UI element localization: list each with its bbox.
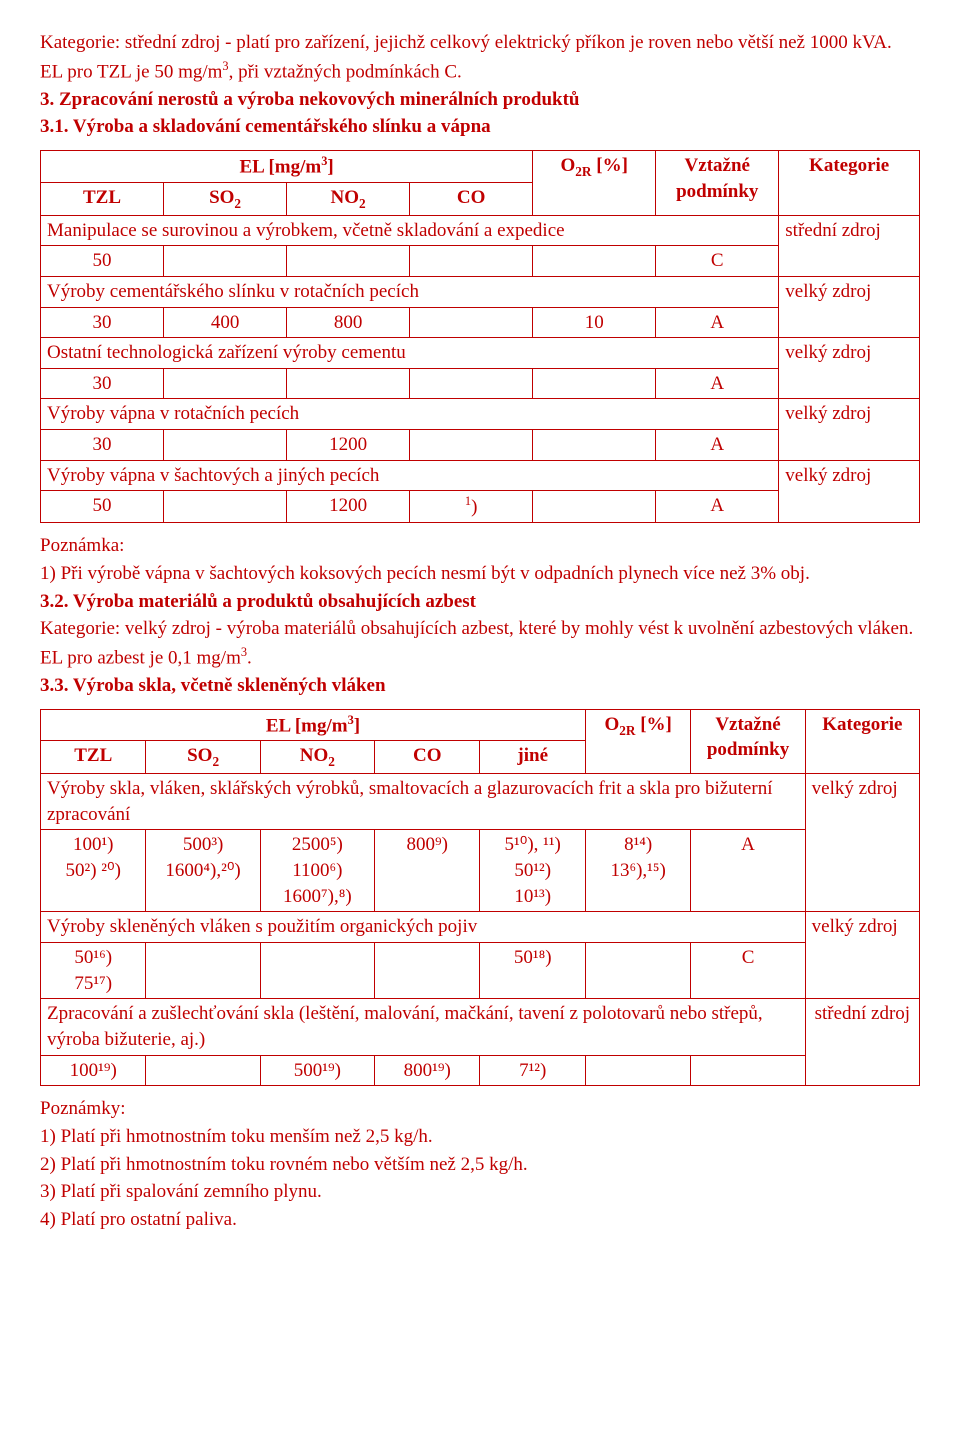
r2-cond: A [656, 307, 779, 338]
hdr-vzt: Vztažné podmínky [656, 150, 779, 215]
table-2: EL [mg/m3] O2R [%] Vztažné podmínky Kate… [40, 709, 920, 1087]
table-row: 100¹) 50²) ²⁰) 500³) 1600⁴),²⁰) 2500⁵) 1… [41, 830, 920, 912]
t2-r3-kat: střední zdroj [805, 999, 919, 1086]
t2-r1-no2: 2500⁵) 1100⁶) 1600⁷),⁸) [260, 830, 374, 912]
pozn2-label: Poznámky: [40, 1096, 920, 1122]
r3-label: Ostatní technologická zařízení výroby ce… [41, 338, 779, 369]
note-1: 1) Při výrobě vápna v šachtových koksový… [40, 561, 920, 587]
r2-kat: velký zdroj [779, 276, 920, 337]
hdr-tzl: TZL [41, 182, 164, 215]
table-row: Výroby cementářského slínku v rotačních … [41, 276, 920, 307]
t2-r2-tzl: 50¹⁶) 75¹⁷) [41, 943, 146, 999]
t2-r1-label: Výroby skla, vláken, sklářských výrobků,… [41, 774, 806, 830]
table-row: Výroby skla, vláken, sklářských výrobků,… [41, 774, 920, 830]
t2-r3-jine: 7¹²) [480, 1055, 585, 1086]
r1-v1: 50 [41, 246, 164, 277]
pozn-label: Poznámka: [40, 533, 920, 559]
r3-kat: velký zdroj [779, 338, 920, 399]
mid-p2: EL pro azbest je 0,1 mg/m3. [40, 644, 920, 671]
r4-label: Výroby vápna v rotačních pecích [41, 399, 779, 430]
r4-v1: 30 [41, 430, 164, 461]
t2-r2-jine: 50¹⁸) [480, 943, 585, 999]
r3-cond: A [656, 368, 779, 399]
hdr-el: EL [mg/m3] [41, 150, 533, 182]
intro-p2-b: , při vztažných podmínkách C. [229, 61, 462, 82]
table-row: Ostatní technologická zařízení výroby ce… [41, 338, 920, 369]
table-row: 100¹⁹) 500¹⁹) 800¹⁹) 7¹²) [41, 1055, 920, 1086]
r5-co: 1) [410, 491, 533, 523]
r1-kat: střední zdroj [779, 215, 920, 276]
hdr-no2: NO2 [287, 182, 410, 215]
hdr-o2r: O2R [%] [533, 150, 656, 215]
hdr-so2: SO2 [164, 182, 287, 215]
intro-p2: EL pro TZL je 50 mg/m3, při vztažných po… [40, 58, 920, 85]
t2-r3-tzl: 100¹⁹) [41, 1055, 146, 1086]
table-1: EL [mg/m3] O2R [%] Vztažné podmínky Kate… [40, 150, 920, 523]
table-row: EL [mg/m3] O2R [%] Vztažné podmínky Kate… [41, 709, 920, 741]
t2-r1-jine: 5¹⁰), ¹¹) 50¹²) 10¹³) [480, 830, 585, 912]
t2-hdr-jine: jiné [480, 741, 585, 774]
heading-3-1: 3.1. Výroba a skladování cementářského s… [40, 114, 920, 140]
table-row: Manipulace se surovinou a výrobkem, včet… [41, 215, 920, 246]
r2-v1: 30 [41, 307, 164, 338]
heading-3: 3. Zpracování nerostů a výroba nekovovýc… [40, 87, 920, 113]
table-row: Výroby vápna v rotačních pecích velký zd… [41, 399, 920, 430]
t2-hdr-no2: NO2 [260, 741, 374, 774]
r4-kat: velký zdroj [779, 399, 920, 460]
hdr-kat: Kategorie [779, 150, 920, 215]
r2-label: Výroby cementářského slínku v rotačních … [41, 276, 779, 307]
r5-cond: A [656, 491, 779, 523]
foot-n4: 4) Platí pro ostatní paliva. [40, 1207, 920, 1233]
t2-r3-label: Zpracování a zušlechťování skla (leštění… [41, 999, 806, 1055]
foot-n2: 2) Platí při hmotnostním toku rovném neb… [40, 1152, 920, 1178]
table-row: EL [mg/m3] O2R [%] Vztažné podmínky Kate… [41, 150, 920, 182]
r2-v3: 800 [287, 307, 410, 338]
t2-r3-no2: 500¹⁹) [260, 1055, 374, 1086]
t2-hdr-el: EL [mg/m3] [41, 709, 586, 741]
r2-v2: 400 [164, 307, 287, 338]
r1-cond: C [656, 246, 779, 277]
mid-p1: Kategorie: velký zdroj - výroba materiál… [40, 616, 920, 642]
table-row: 50¹⁶) 75¹⁷) 50¹⁸) C [41, 943, 920, 999]
r5-v1: 50 [41, 491, 164, 523]
r5-kat: velký zdroj [779, 460, 920, 523]
intro-p1: Kategorie: střední zdroj - platí pro zař… [40, 30, 920, 56]
r5-v3: 1200 [287, 491, 410, 523]
t2-r1-o2r: 8¹⁴) 13⁶),¹⁵) [585, 830, 690, 912]
t2-r2-label: Výroby skleněných vláken s použitím orga… [41, 912, 806, 943]
table-row: Výroby vápna v šachtových a jiných pecíc… [41, 460, 920, 491]
t2-hdr-so2: SO2 [146, 741, 260, 774]
t2-r1-co: 800⁹) [375, 830, 480, 912]
heading-3-2: 3.2. Výroba materiálů a produktů obsahuj… [40, 589, 920, 615]
t2-hdr-kat: Kategorie [805, 709, 919, 774]
foot-n3: 3) Platí při spalování zemního plynu. [40, 1179, 920, 1205]
t2-r2-cond: C [691, 943, 805, 999]
r4-cond: A [656, 430, 779, 461]
t2-r1-so2: 500³) 1600⁴),²⁰) [146, 830, 260, 912]
t2-hdr-tzl: TZL [41, 741, 146, 774]
foot-n1: 1) Platí při hmotnostním toku menším než… [40, 1124, 920, 1150]
t2-hdr-vzt: Vztažné podmínky [691, 709, 805, 774]
intro-p2-a: EL pro TZL je 50 mg/m [40, 61, 222, 82]
r5-label: Výroby vápna v šachtových a jiných pecíc… [41, 460, 779, 491]
t2-hdr-co: CO [375, 741, 480, 774]
t2-r1-kat: velký zdroj [805, 774, 919, 912]
r1-label: Manipulace se surovinou a výrobkem, včet… [41, 215, 779, 246]
t2-r1-tzl: 100¹) 50²) ²⁰) [41, 830, 146, 912]
t2-r1-cond: A [691, 830, 805, 912]
heading-3-3: 3.3. Výroba skla, včetně skleněných vlák… [40, 673, 920, 699]
t2-hdr-o2r: O2R [%] [585, 709, 690, 774]
r4-v3: 1200 [287, 430, 410, 461]
table-row: Výroby skleněných vláken s použitím orga… [41, 912, 920, 943]
t2-r3-co: 800¹⁹) [375, 1055, 480, 1086]
t2-r2-kat: velký zdroj [805, 912, 919, 999]
table-row: Zpracování a zušlechťování skla (leštění… [41, 999, 920, 1055]
hdr-co: CO [410, 182, 533, 215]
r3-v1: 30 [41, 368, 164, 399]
r2-o2r: 10 [533, 307, 656, 338]
